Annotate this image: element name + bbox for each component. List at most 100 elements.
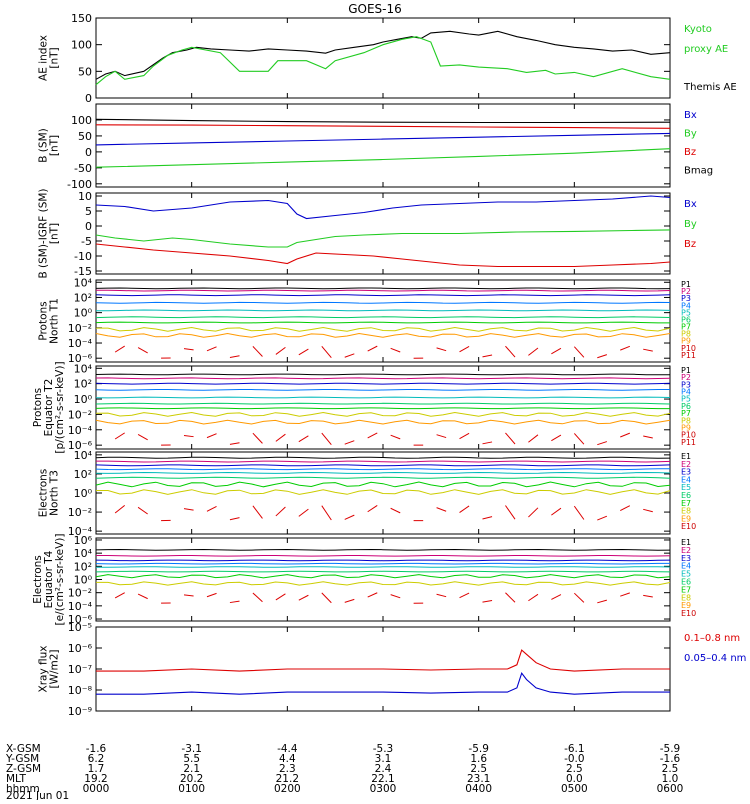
y-tick-label: 100: [71, 39, 92, 52]
legend-label: proxy AE: [684, 44, 728, 55]
low-channel-segment: [299, 595, 309, 600]
series-line: [96, 196, 670, 219]
channel-line: [96, 290, 670, 291]
channel-line: [96, 397, 670, 398]
y-tick-label: 10⁴: [74, 276, 93, 289]
low-channel-segment: [276, 594, 286, 600]
low-channel-segment: [322, 346, 332, 357]
y-tick-label: 10: [78, 190, 92, 203]
low-channel-segment: [528, 594, 538, 600]
low-channel-segment: [551, 348, 561, 354]
low-channel-segment: [368, 593, 378, 597]
low-channel-segment: [597, 355, 607, 358]
low-channel-segment: [437, 594, 447, 596]
low-channel-segment: [597, 442, 607, 445]
channel-line: [96, 328, 670, 332]
channel-line: [96, 575, 670, 578]
low-channel-segment: [115, 433, 125, 439]
channel-line: [96, 469, 670, 470]
legend-label: By: [684, 128, 697, 139]
legend-label: 0.1–0.8 nm: [684, 633, 740, 644]
low-channel-segment: [207, 593, 217, 596]
low-channel-segment: [276, 434, 286, 441]
plot-title: GOES-16: [348, 2, 402, 16]
y-tick-label: 0: [85, 92, 92, 105]
low-channel-segment: [230, 601, 240, 602]
low-channel-segment: [482, 355, 492, 357]
low-channel-segment: [574, 433, 584, 444]
y-tick-label: -100: [67, 178, 92, 191]
y-tick-label: 10⁴: [74, 547, 93, 560]
low-channel-segment: [528, 348, 538, 355]
low-channel-segment: [299, 436, 309, 442]
low-channel-segment: [253, 506, 263, 519]
y-tick-label: 10²: [74, 560, 92, 573]
channel-line: [96, 322, 670, 323]
y-axis-label: [nT]: [49, 47, 61, 68]
y-tick-label: 10⁻²: [68, 587, 92, 600]
channel-line: [96, 408, 670, 409]
low-channel-segment: [643, 509, 653, 511]
low-channel-segment: [620, 346, 630, 350]
low-channel-segment: [460, 433, 470, 438]
low-channel-segment: [230, 356, 240, 358]
series-line: [96, 673, 670, 694]
low-channel-segment: [460, 346, 470, 351]
legend-label: Themis AE: [683, 82, 737, 93]
y-tick-label: 10⁴: [74, 362, 93, 375]
channel-line: [96, 390, 670, 391]
y-tick-label: 10⁻⁸: [68, 684, 93, 697]
low-channel-segment: [437, 348, 447, 351]
channel-label: P11: [681, 351, 696, 360]
channel-line: [96, 556, 670, 557]
y-axis-label: [nT]: [49, 135, 61, 156]
low-channel-segment: [528, 435, 538, 442]
low-channel-segment: [643, 436, 653, 438]
low-channel-segment: [643, 349, 653, 351]
y-tick-label: 10⁰: [74, 307, 93, 320]
low-channel-segment: [437, 508, 447, 512]
channel-line: [96, 482, 670, 487]
low-channel-segment: [184, 349, 194, 350]
date-label: 2021 Jun 01: [6, 790, 69, 800]
low-channel-segment: [138, 594, 148, 599]
series-line: [96, 230, 670, 247]
low-channel-segment: [574, 347, 584, 358]
legend-label: Bx: [684, 110, 697, 121]
legend-label: 0.05–0.4 nm: [684, 653, 746, 664]
channel-line: [96, 465, 670, 466]
low-channel-segment: [138, 434, 148, 439]
y-axis-label: [nT]: [49, 223, 61, 244]
series-line: [96, 244, 670, 267]
series-line: [96, 149, 670, 168]
low-channel-segment: [391, 435, 401, 439]
channel-line: [96, 571, 670, 572]
legend-label: By: [684, 219, 697, 230]
channel-line: [96, 403, 670, 404]
low-channel-segment: [574, 506, 584, 519]
low-channel-segment: [460, 506, 470, 513]
y-tick-label: 10⁻⁴: [68, 424, 93, 437]
y-axis-label: [p/(cm²-s-sr-keV)]: [54, 361, 66, 453]
low-channel-segment: [368, 433, 378, 438]
channel-line: [96, 567, 670, 568]
low-channel-segment: [505, 593, 515, 602]
low-channel-segment: [345, 599, 355, 602]
y-tick-label: 10⁻²: [68, 506, 92, 519]
channel-line: [96, 461, 670, 462]
axis-value: 0300: [370, 783, 397, 795]
low-channel-segment: [322, 506, 332, 520]
low-channel-segment: [505, 506, 515, 520]
channel-line: [96, 413, 670, 417]
legend-label: Bx: [684, 199, 697, 210]
low-channel-segment: [620, 433, 630, 437]
axis-value: 0500: [561, 783, 588, 795]
low-channel-segment: [299, 349, 309, 355]
axis-value: 0000: [83, 783, 110, 795]
legend-label: Bmag: [684, 165, 713, 176]
